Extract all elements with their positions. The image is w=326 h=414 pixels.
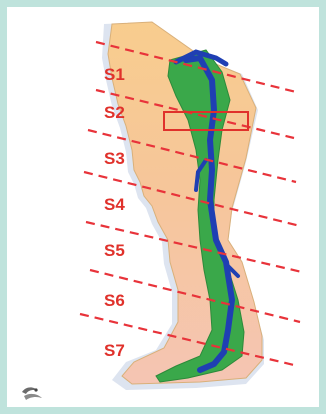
segment-line-4	[83, 170, 301, 228]
vein-branch-left	[194, 158, 208, 192]
vein-branch-lower	[224, 262, 240, 278]
highlight-box	[163, 111, 249, 131]
segment-line-1	[95, 40, 297, 94]
segment-line-7	[79, 312, 299, 368]
segment-label-s2: S2	[104, 103, 125, 122]
segment-line-3	[87, 128, 297, 184]
segment-lines	[79, 40, 303, 368]
segment-line-6	[89, 268, 301, 324]
vein-main	[183, 55, 235, 373]
segment-label-s5: S5	[104, 241, 125, 260]
segment-line-2	[95, 88, 295, 140]
segment-label-s7: S7	[104, 341, 125, 360]
segment-label-s6: S6	[104, 291, 125, 310]
segment-label-s1: S1	[104, 65, 125, 84]
segment-line-5	[85, 220, 303, 274]
vein-branch-upper	[173, 49, 229, 67]
segment-label-s3: S3	[104, 149, 125, 168]
segment-label-s4: S4	[104, 195, 125, 214]
logo-mark-icon	[22, 387, 42, 400]
